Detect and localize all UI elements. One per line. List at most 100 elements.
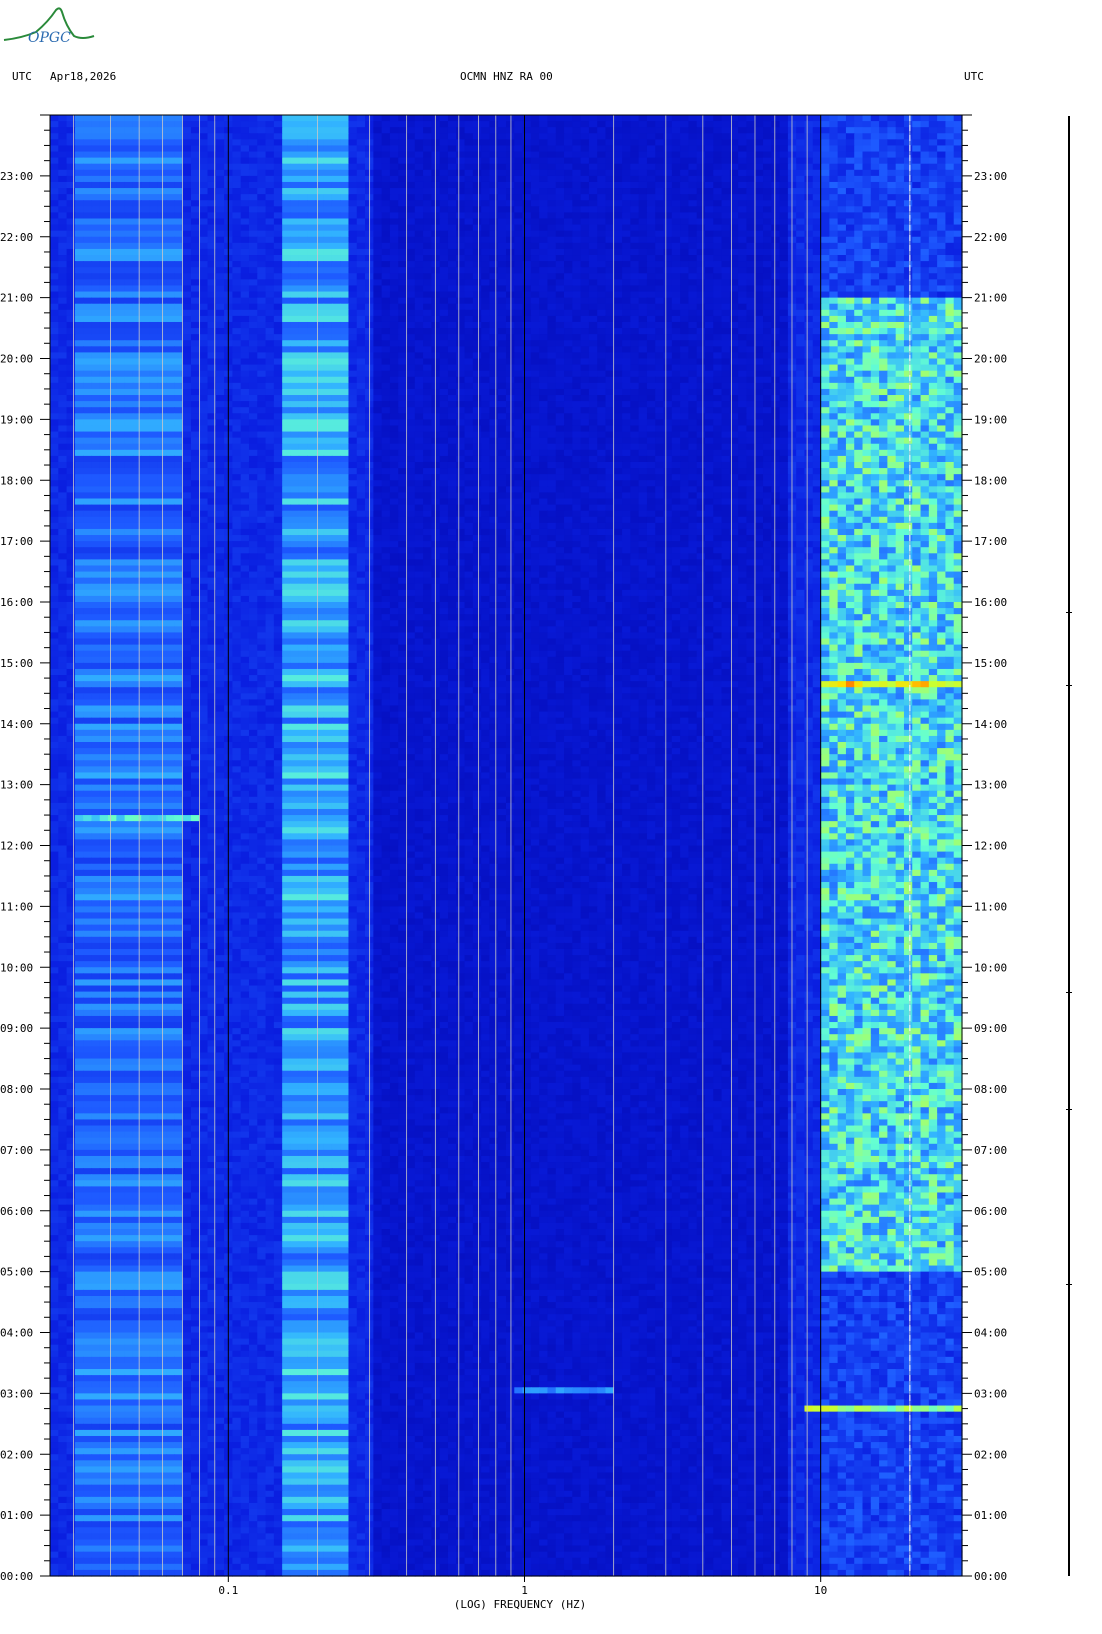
- heatmap-cell: [257, 273, 267, 280]
- heatmap-cell: [91, 224, 101, 232]
- heatmap-cell: [207, 328, 217, 335]
- heatmap-cell: [812, 151, 822, 159]
- heatmap-cell: [862, 285, 872, 293]
- heatmap-cell: [166, 163, 175, 171]
- opgc-logo: OPGC: [3, 7, 95, 46]
- heatmap-cell: [132, 297, 142, 305]
- heatmap-cell: [555, 157, 565, 165]
- heatmap-cell: [928, 145, 938, 153]
- heatmap-cell: [232, 212, 242, 220]
- heatmap-cell: [307, 309, 316, 317]
- heatmap-cell: [713, 163, 723, 171]
- heatmap-cell: [124, 364, 134, 372]
- heatmap-cell: [771, 261, 781, 268]
- heatmap-cell: [646, 169, 656, 177]
- heatmap-cell: [613, 230, 623, 238]
- heatmap-cell: [804, 370, 814, 378]
- heatmap-cell: [124, 206, 134, 213]
- heatmap-cell: [713, 267, 723, 274]
- heatmap-cell: [497, 364, 507, 372]
- heatmap-cell: [439, 291, 449, 299]
- heatmap-cell: [307, 334, 316, 341]
- heatmap-cell: [688, 163, 698, 171]
- heatmap-cell: [331, 352, 341, 360]
- heatmap-cell: [588, 188, 598, 195]
- heatmap-cell: [812, 230, 822, 238]
- heatmap-cell: [356, 388, 366, 396]
- heatmap-cell: [854, 285, 864, 293]
- heatmap-cell: [315, 334, 325, 341]
- heatmap-cell: [597, 279, 607, 287]
- heatmap-cell: [431, 321, 441, 329]
- heatmap-cell: [696, 303, 706, 311]
- heatmap-cell: [622, 242, 631, 250]
- heatmap-cell: [66, 212, 76, 220]
- heatmap-cell: [166, 315, 175, 323]
- heatmap-cell: [663, 321, 673, 329]
- heatmap-cell: [373, 169, 383, 177]
- heatmap-cell: [190, 376, 200, 384]
- heatmap-cell: [771, 181, 781, 189]
- heatmap-cell: [447, 127, 457, 134]
- heatmap-cell: [373, 358, 383, 366]
- heatmap-cell: [763, 315, 772, 323]
- heatmap-cell: [638, 358, 648, 366]
- heatmap-cell: [315, 139, 325, 147]
- heatmap-cell: [539, 291, 549, 299]
- heatmap-cell: [887, 370, 897, 378]
- heatmap-cell: [646, 157, 656, 165]
- heatmap-cell: [282, 145, 292, 153]
- heatmap-cell: [854, 321, 864, 329]
- heatmap-cell: [696, 206, 706, 213]
- heatmap-cell: [141, 151, 151, 159]
- heatmap-cell: [646, 133, 656, 140]
- heatmap-cell: [99, 279, 109, 287]
- heatmap-cell: [257, 297, 267, 305]
- heatmap-cell: [447, 169, 457, 177]
- heatmap-cell: [74, 279, 84, 287]
- heatmap-cell: [655, 267, 665, 274]
- heatmap-cell: [779, 261, 789, 268]
- heatmap-cell: [282, 261, 292, 268]
- heatmap-cell: [953, 352, 963, 360]
- heatmap-cell: [564, 291, 573, 299]
- heatmap-cell: [580, 346, 590, 354]
- heatmap-cell: [282, 388, 292, 396]
- heatmap-cell: [588, 261, 598, 268]
- heatmap-cell: [754, 376, 764, 384]
- heatmap-cell: [870, 206, 880, 213]
- heatmap-cell: [273, 175, 283, 183]
- heatmap-cell: [555, 121, 565, 128]
- heatmap-cell: [953, 127, 963, 134]
- heatmap-cell: [845, 364, 855, 372]
- heatmap-cell: [323, 340, 333, 347]
- heatmap-cell: [431, 230, 441, 238]
- heatmap-cell: [207, 309, 217, 317]
- heatmap-cell: [74, 334, 84, 341]
- heatmap-cell: [389, 248, 399, 256]
- heatmap-cell: [232, 279, 242, 287]
- heatmap-cell: [290, 127, 300, 134]
- heatmap-cell: [472, 218, 482, 226]
- heatmap-cell: [489, 133, 499, 140]
- heatmap-cell: [481, 224, 491, 232]
- heatmap-cell: [66, 352, 76, 360]
- heatmap-cell: [845, 157, 855, 165]
- heatmap-cell: [423, 321, 432, 329]
- heatmap-cell: [282, 382, 292, 390]
- heatmap-cell: [497, 181, 507, 189]
- heatmap-cell: [887, 127, 897, 134]
- heatmap-cell: [887, 188, 897, 195]
- heatmap-cell: [356, 382, 366, 390]
- heatmap-cell: [713, 255, 723, 262]
- heatmap-cell: [539, 321, 549, 329]
- heatmap-cell: [912, 188, 922, 195]
- heatmap-cell: [340, 340, 350, 347]
- heatmap-cell: [406, 200, 416, 207]
- heatmap-cell: [282, 352, 292, 360]
- heatmap-cell: [108, 273, 117, 280]
- heatmap-cell: [273, 218, 283, 226]
- heatmap-cell: [829, 376, 839, 384]
- heatmap-cell: [132, 212, 142, 220]
- heatmap-cell: [937, 261, 947, 268]
